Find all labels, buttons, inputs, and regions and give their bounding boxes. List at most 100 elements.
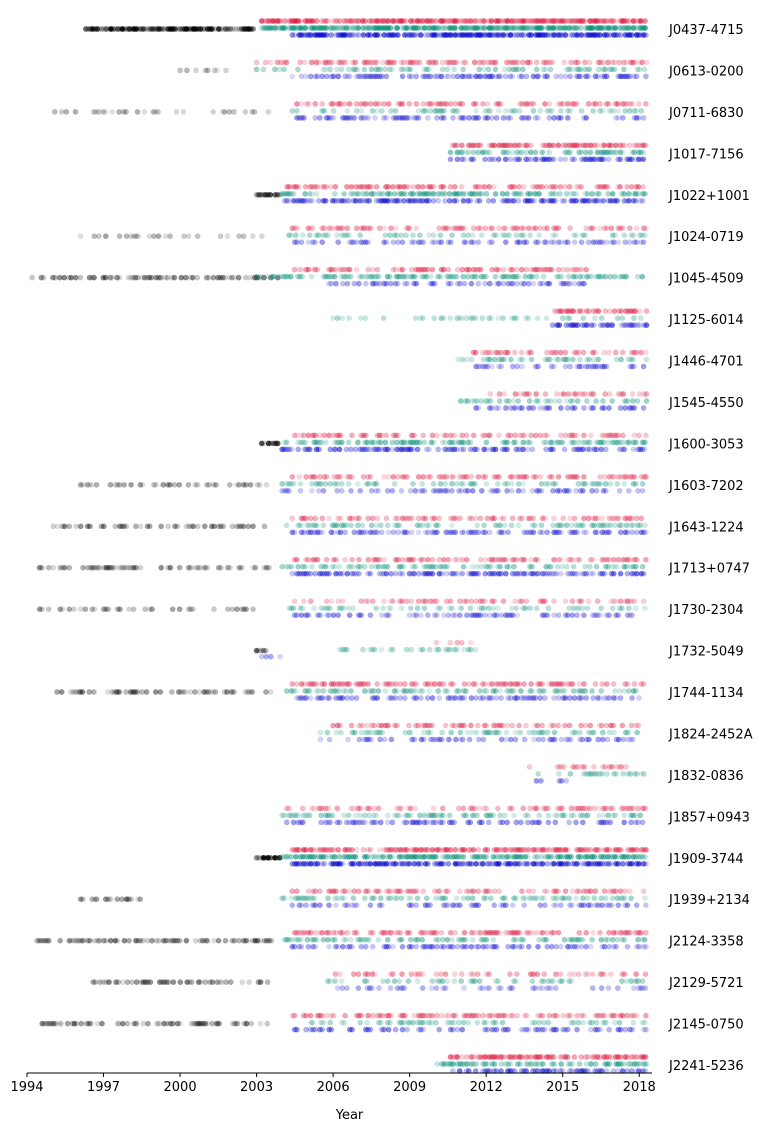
observation-point-low <box>488 156 495 163</box>
observation-point-top <box>592 142 598 149</box>
observation-point-mid <box>414 895 421 902</box>
observation-point-mid <box>630 25 637 31</box>
observation-point-top <box>567 225 573 232</box>
observation-point-low <box>523 115 530 121</box>
observation-point-top <box>643 308 650 314</box>
observation-point-mid <box>428 273 434 280</box>
observation-point-mid <box>518 149 525 156</box>
observation-point-mid <box>540 688 547 694</box>
observation-point-low <box>558 73 564 80</box>
observation-point-mid <box>425 66 432 73</box>
observation-point-low <box>486 156 493 163</box>
observation-point-low <box>502 73 509 80</box>
observation-point-mid <box>382 439 389 446</box>
observation-point-top <box>470 18 476 24</box>
observation-point-mid <box>396 812 403 819</box>
observation-point-low <box>424 73 431 80</box>
observation-point-top <box>322 59 329 66</box>
observation-point-top <box>452 101 459 107</box>
observation-point-mid <box>638 149 644 156</box>
observation-point-mid <box>322 563 329 570</box>
observation-point-mid <box>547 563 554 570</box>
observation-point-top <box>635 142 642 149</box>
observation-point-low <box>399 239 406 246</box>
observation-point-low <box>459 570 466 577</box>
observation-point-top <box>606 142 612 149</box>
observation-point-mid <box>520 25 527 31</box>
observation-point-mid <box>426 688 432 694</box>
observation-point-low <box>289 73 296 80</box>
observation-point-top <box>548 473 555 480</box>
observation-point-top <box>482 598 489 605</box>
observation-point-early <box>176 481 183 488</box>
observation-point-top <box>395 432 401 439</box>
observation-point-top <box>427 101 433 107</box>
observation-point-top <box>562 142 569 149</box>
observation-point-mid <box>419 688 426 694</box>
observation-point-top <box>508 805 515 812</box>
observation-point-mid <box>469 895 476 902</box>
observation-point-top <box>361 59 368 66</box>
observation-point-top <box>562 349 569 356</box>
observation-point-mid <box>577 25 584 31</box>
observation-point-low <box>315 446 322 453</box>
observation-point-low <box>294 115 300 121</box>
observation-point-top <box>541 18 547 24</box>
observation-point-early <box>149 606 155 613</box>
observation-point-mid <box>601 149 608 156</box>
observation-point-low <box>356 570 362 577</box>
observation-point-mid <box>472 480 478 487</box>
observation-point-low <box>450 73 456 80</box>
observation-point-top <box>592 349 598 356</box>
observation-point-top <box>458 639 465 646</box>
observation-point-top <box>578 183 584 190</box>
observation-point-top <box>335 846 342 853</box>
observation-point-mid <box>637 66 643 73</box>
observation-point-top <box>442 18 449 24</box>
observation-point-low <box>626 73 633 80</box>
observation-point-low <box>527 156 534 163</box>
observation-point-mid <box>346 25 352 31</box>
observation-point-top <box>477 266 484 273</box>
observation-point-top <box>310 225 316 232</box>
observation-point-mid <box>407 812 414 819</box>
observation-point-top <box>571 18 577 24</box>
observation-point-top <box>346 18 352 24</box>
observation-point-mid <box>497 688 504 694</box>
observation-point-top <box>564 18 570 24</box>
observation-point-early <box>94 26 101 32</box>
observation-point-top <box>291 598 298 605</box>
observation-point-mid <box>607 480 614 487</box>
observation-point-top <box>307 598 314 605</box>
observation-point-top <box>289 515 296 522</box>
observation-point-top <box>367 101 374 107</box>
observation-point-mid <box>440 108 447 114</box>
observation-point-top <box>495 18 502 24</box>
observation-point-low <box>344 73 351 80</box>
observation-point-top <box>473 101 479 107</box>
observation-point-top <box>626 142 633 149</box>
observation-point-top <box>453 18 460 24</box>
observation-point-mid <box>568 853 575 860</box>
observation-point-low <box>454 73 461 80</box>
observation-point-top <box>581 432 587 439</box>
observation-point-early <box>249 689 256 695</box>
observation-point-mid <box>604 771 610 777</box>
observation-point-early <box>249 109 256 115</box>
observation-point-top <box>643 432 649 439</box>
observation-point-low <box>633 73 640 80</box>
observation-point-mid <box>637 812 644 819</box>
observation-point-mid <box>396 522 403 529</box>
observation-point-early <box>146 523 153 530</box>
observation-point-low <box>420 239 427 246</box>
observation-point-mid <box>421 439 428 446</box>
observation-point-mid <box>341 190 347 197</box>
observation-point-top <box>429 101 436 107</box>
observation-point-low <box>406 115 413 121</box>
observation-point-top <box>600 59 607 66</box>
observation-point-mid <box>573 895 579 902</box>
observation-point-low <box>504 819 510 826</box>
observation-point-mid <box>492 273 499 280</box>
observation-point-mid <box>544 108 551 114</box>
